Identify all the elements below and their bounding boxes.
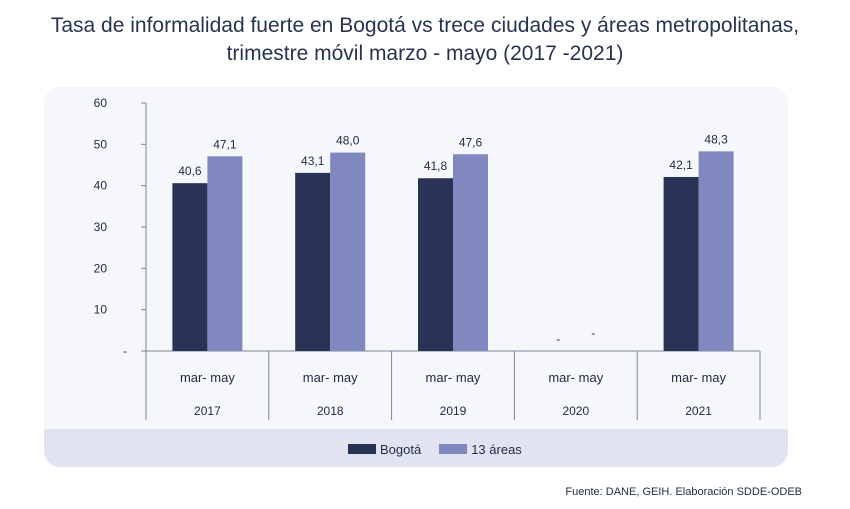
x-category-period-label: mar- may xyxy=(303,370,358,385)
legend-item-bogota: Bogotá xyxy=(348,442,421,457)
data-label-bogota: 41,8 xyxy=(424,159,448,173)
y-tick-label: - xyxy=(123,344,127,358)
legend-band xyxy=(44,429,788,467)
bar-bogota-2018 xyxy=(295,172,331,351)
legend-swatch-13-areas xyxy=(439,444,468,454)
x-category-period-label: mar- may xyxy=(671,370,726,385)
y-tick-label: 30 xyxy=(94,220,108,234)
chart-title-line-2: trimestre móvil marzo - mayo (2017 -2021… xyxy=(226,42,624,65)
y-tick-label: 10 xyxy=(94,303,108,317)
legend: Bogotá 13 áreas xyxy=(348,440,540,458)
data-label-bogota: 43,1 xyxy=(301,154,325,168)
x-category-period-label: mar- may xyxy=(180,370,235,385)
chart-title: Tasa de informalidad fuerte en Bogotá vs… xyxy=(0,12,850,68)
legend-label-13-areas: 13 áreas xyxy=(471,441,522,457)
chart-title-line-1: Tasa de informalidad fuerte en Bogotá vs… xyxy=(50,14,800,37)
y-tick-label: 50 xyxy=(94,137,108,151)
bar-13-areas-2021 xyxy=(698,151,734,351)
x-category-year-label: 2020 xyxy=(562,404,589,418)
bar-13-areas-2019 xyxy=(453,154,488,351)
x-category-period-label: mar- may xyxy=(548,370,603,385)
data-label-bogota: 42,1 xyxy=(669,158,693,172)
x-category-year-label: 2017 xyxy=(194,404,221,418)
data-label-13-areas: 48,0 xyxy=(336,134,360,148)
x-category-year-label: 2018 xyxy=(317,404,344,418)
y-tick-label: 20 xyxy=(94,261,108,275)
x-category-year-label: 2019 xyxy=(440,404,467,418)
bar-bogota-2019 xyxy=(418,178,453,351)
bar-bogota-2021 xyxy=(663,176,699,351)
legend-label-bogota: Bogotá xyxy=(380,441,422,457)
legend-swatch-bogota xyxy=(348,444,376,454)
data-label-13-areas: 47,1 xyxy=(213,137,237,151)
bar-13-areas-2017 xyxy=(207,156,243,351)
legend-item-13-areas: 13 áreas xyxy=(439,442,522,457)
data-label-13-areas: 48,3 xyxy=(704,132,728,146)
data-label-bogota: - xyxy=(556,332,560,346)
x-category-period-label: mar- may xyxy=(426,370,481,385)
y-tick-label: 40 xyxy=(94,179,108,193)
data-label-13-areas: 47,6 xyxy=(459,135,483,149)
x-category-year-label: 2021 xyxy=(685,404,712,418)
bar-bogota-2017 xyxy=(172,183,208,351)
y-tick-label: 60 xyxy=(94,96,108,110)
data-label-bogota: 40,6 xyxy=(178,164,202,178)
data-label-13-areas: - xyxy=(591,326,595,340)
source-note: Fuente: DANE, GEIH. Elaboración SDDE-ODE… xyxy=(565,486,802,498)
bar-13-areas-2018 xyxy=(330,152,366,351)
